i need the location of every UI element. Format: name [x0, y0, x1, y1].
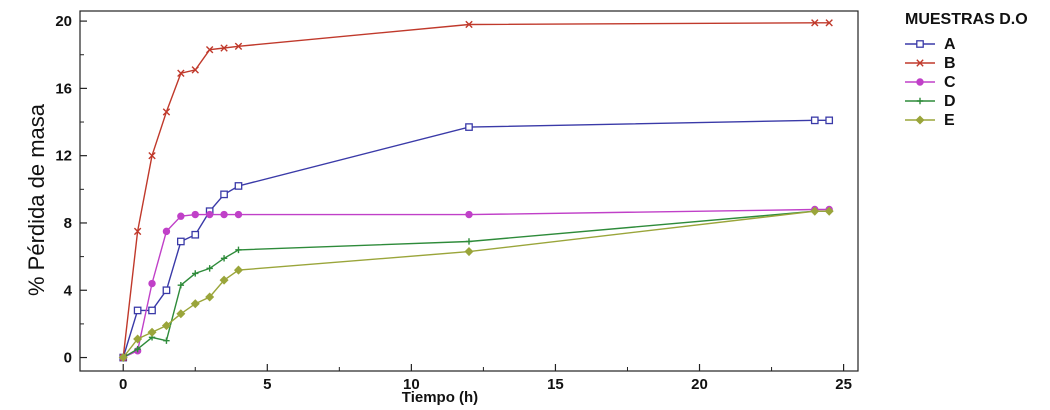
legend-marker — [916, 78, 924, 86]
data-point-B — [133, 227, 142, 236]
data-point-B — [220, 44, 228, 52]
series-C — [119, 205, 833, 362]
data-point-A — [234, 182, 243, 190]
data-point-B — [825, 19, 833, 27]
data-point-B — [234, 42, 243, 51]
legend-label: B — [944, 55, 956, 72]
legend-item-C: C — [905, 74, 956, 91]
x-tick-label: 0 — [119, 376, 127, 393]
data-point-B — [465, 20, 473, 29]
data-point-E — [118, 353, 128, 363]
x-tick-label: 15 — [547, 376, 564, 393]
data-point-E — [205, 292, 215, 302]
data-point-E — [233, 265, 243, 275]
legend-label: C — [944, 74, 956, 91]
data-point-E — [810, 206, 820, 216]
series-D — [120, 207, 833, 361]
y-tick-label: 16 — [55, 80, 72, 97]
data-point-E — [464, 247, 474, 257]
x-tick-label: 20 — [691, 376, 708, 393]
y-tick-label: 12 — [55, 148, 72, 165]
series-line-C — [122, 208, 830, 359]
data-point-A — [220, 190, 228, 199]
data-point-D — [134, 345, 141, 353]
legend-label: A — [944, 36, 956, 53]
legend-label: D — [944, 93, 956, 110]
data-point-A — [133, 306, 142, 315]
data-point-D — [235, 246, 242, 254]
series-line-B — [122, 22, 830, 358]
legend-marker — [915, 115, 925, 125]
data-point-B — [177, 69, 185, 77]
y-tick-label: 8 — [64, 215, 72, 232]
x-tick-label: 5 — [263, 376, 271, 393]
data-point-A — [191, 230, 200, 239]
series-line-D — [122, 210, 830, 359]
legend-marker — [916, 59, 924, 67]
data-point-A — [825, 116, 834, 125]
series-E — [118, 206, 834, 363]
data-point-C — [148, 279, 156, 288]
data-point-E — [176, 309, 186, 319]
y-tick-label: 0 — [64, 350, 72, 367]
data-point-E — [147, 327, 157, 337]
x-tick-label: 25 — [835, 376, 852, 393]
y-tick-label: 4 — [64, 282, 73, 299]
axis-ticks: 0 5 10 15 20 25 0 4 8 12 16 20 — [55, 13, 852, 393]
legend-title: MUESTRAS D.O — [905, 11, 1028, 28]
legend-item-A: A — [905, 36, 956, 53]
legend-item-D: D — [905, 93, 956, 110]
data-point-E — [133, 334, 143, 344]
data-point-C — [162, 227, 171, 236]
data-point-C — [205, 210, 214, 219]
data-point-E — [190, 299, 200, 309]
series-B — [119, 19, 833, 362]
plot-frame — [79, 10, 859, 372]
data-point-A — [162, 286, 171, 295]
data-point-B — [162, 108, 171, 116]
data-point-C — [234, 210, 243, 219]
data-point-D — [177, 282, 185, 289]
data-point-D — [192, 270, 199, 277]
data-point-B — [205, 45, 214, 54]
legend-label: E — [944, 112, 955, 129]
data-point-B — [191, 66, 199, 74]
data-point-D — [163, 337, 170, 344]
legend-marker — [916, 97, 924, 105]
legend-item-E: E — [905, 112, 955, 129]
x-axis-label: Tiempo (h) — [402, 389, 478, 406]
data-point-E — [824, 206, 834, 216]
y-axis-label: % Pérdida de masa — [24, 103, 49, 296]
data-point-C — [220, 210, 228, 219]
legend-marker — [916, 40, 924, 48]
data-point-E — [219, 275, 229, 285]
data-point-C — [177, 212, 185, 220]
data-point-A — [177, 237, 185, 246]
series-layer — [118, 19, 834, 363]
data-point-A — [810, 116, 819, 125]
data-point-B — [811, 19, 819, 27]
series-line-E — [122, 210, 830, 358]
data-point-D — [220, 255, 228, 262]
data-point-D — [465, 238, 473, 245]
data-point-A — [148, 306, 156, 315]
series-A — [119, 116, 834, 362]
x-tick-label: 10 — [403, 376, 420, 393]
y-tick-label: 20 — [55, 13, 72, 30]
data-point-A — [465, 123, 473, 131]
data-point-C — [465, 210, 473, 219]
legend-item-B: B — [905, 55, 956, 72]
data-point-D — [206, 265, 213, 272]
data-point-E — [161, 321, 171, 331]
data-point-C — [191, 210, 199, 219]
data-point-B — [148, 151, 156, 160]
series-line-A — [122, 119, 830, 358]
